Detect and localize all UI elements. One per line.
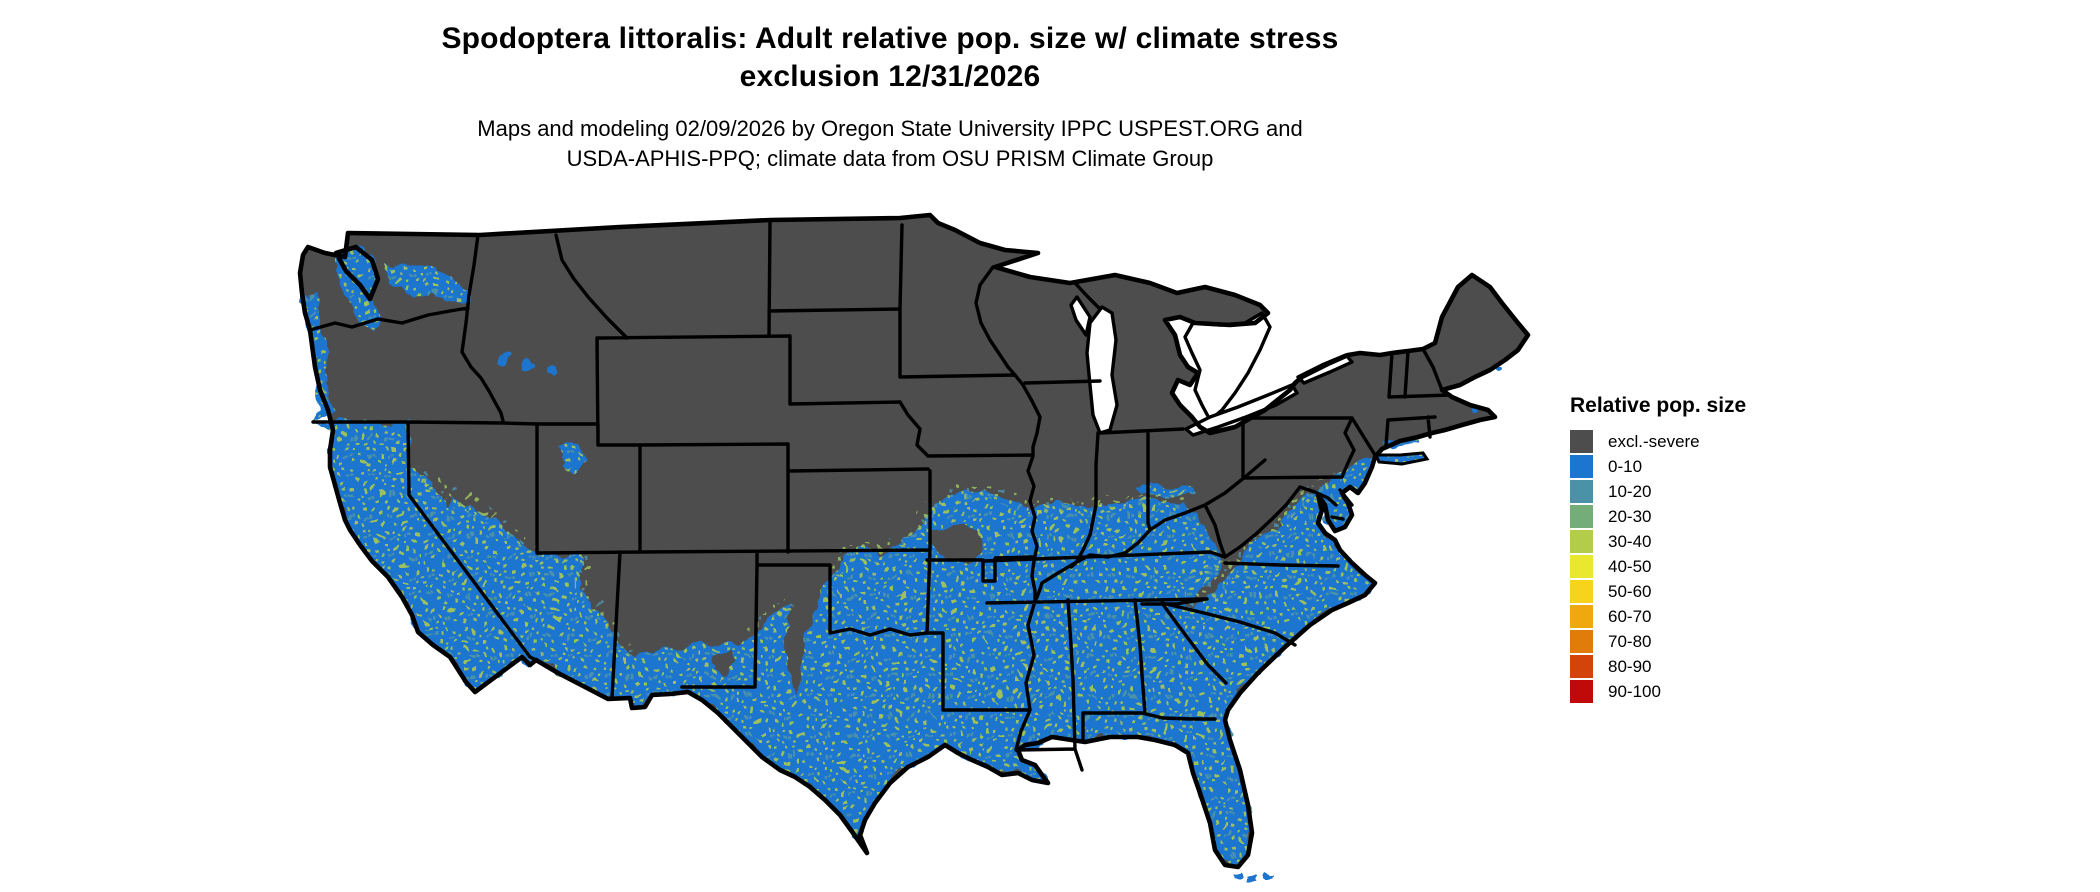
legend-label: 30-40 xyxy=(1608,532,1652,551)
legend-row: 90-100 xyxy=(1570,679,1746,704)
legend-row: 40-50 xyxy=(1570,554,1746,579)
southern-blue-region xyxy=(313,422,1375,867)
lake-huron xyxy=(1183,311,1272,422)
florida-keys-speck xyxy=(1228,873,1240,878)
exclusion-boundary-speckle xyxy=(404,460,1343,665)
map-subtitle-line2: USDA-APHIS-PPQ; climate data from OSU PR… xyxy=(566,146,1214,171)
puget-lowland-patch xyxy=(336,247,382,333)
snake-river-speck xyxy=(500,352,510,362)
map-title-line1: Spodoptera littoralis: Adult relative po… xyxy=(441,22,1339,55)
map-subtitle: Maps and modeling 02/09/2026 by Oregon S… xyxy=(60,114,1720,174)
legend-color-swatch xyxy=(1570,530,1593,553)
erie-shore-specks xyxy=(1135,482,1195,498)
legend-items: excl.-severe 0-10 10-20 20-30 30-40 40-5… xyxy=(1570,429,1746,704)
florida-keys-speck xyxy=(1264,874,1274,879)
legend-label: 80-90 xyxy=(1608,657,1652,676)
us-map-svg xyxy=(297,212,1531,882)
legend-color-swatch xyxy=(1570,505,1593,528)
legend-color-swatch xyxy=(1570,580,1593,603)
legend-label: 0-10 xyxy=(1608,457,1643,476)
great-lakes xyxy=(1069,295,1354,437)
florida-keys-speck xyxy=(1246,877,1258,882)
west-texas-gray-patch xyxy=(711,651,737,673)
ozark-gray-patch xyxy=(928,525,982,561)
legend-label: 20-30 xyxy=(1608,507,1652,526)
legend-row: 30-40 xyxy=(1570,529,1746,554)
salt-lake-patch xyxy=(560,444,586,472)
legend-color-swatch xyxy=(1570,605,1593,628)
columbia-basin-patch xyxy=(385,262,473,304)
national-border xyxy=(297,212,1531,870)
legend-color-swatch xyxy=(1570,555,1593,578)
long-island xyxy=(1373,451,1430,466)
legend-color-swatch xyxy=(1570,680,1593,703)
legend-label: 60-70 xyxy=(1608,607,1652,626)
low-population-regions xyxy=(302,247,1505,882)
legend-color-swatch xyxy=(1570,430,1593,453)
legend-label: 90-100 xyxy=(1608,682,1661,701)
map-legend: Relative pop. size excl.-severe 0-10 10-… xyxy=(1570,394,1746,704)
legend-row: 0-10 xyxy=(1570,454,1746,479)
legend-row: 80-90 xyxy=(1570,654,1746,679)
legend-row: 10-20 xyxy=(1570,479,1746,504)
legend-label: excl.-severe xyxy=(1608,432,1700,451)
map-title-line2: exclusion 12/31/2026 xyxy=(739,60,1041,93)
lake-erie xyxy=(1184,383,1299,437)
header: Spodoptera littoralis: Adult relative po… xyxy=(60,20,1720,174)
legend-row: 20-30 xyxy=(1570,504,1746,529)
legend-label: 10-20 xyxy=(1608,482,1652,501)
legend-label: 50-60 xyxy=(1608,582,1652,601)
map-subtitle-line1: Maps and modeling 02/09/2026 by Oregon S… xyxy=(477,116,1303,141)
legend-row: 50-60 xyxy=(1570,579,1746,604)
legend-color-swatch xyxy=(1570,480,1593,503)
state-boundaries xyxy=(308,220,1452,772)
legend-color-swatch xyxy=(1570,455,1593,478)
snake-river-speck xyxy=(547,366,557,376)
legend-title: Relative pop. size xyxy=(1570,394,1747,417)
legend-label: 40-50 xyxy=(1608,557,1652,576)
snake-river-speck xyxy=(522,359,534,371)
legend-row: 70-80 xyxy=(1570,629,1746,654)
legend-color-swatch xyxy=(1570,630,1593,653)
legend-label: 70-80 xyxy=(1608,632,1652,651)
legend-row: excl.-severe xyxy=(1570,429,1746,454)
us-risk-map xyxy=(290,205,1560,892)
lake-michigan xyxy=(1085,305,1119,435)
legend-row: 60-70 xyxy=(1570,604,1746,629)
legend-color-swatch xyxy=(1570,655,1593,678)
green-bay xyxy=(1069,295,1092,337)
